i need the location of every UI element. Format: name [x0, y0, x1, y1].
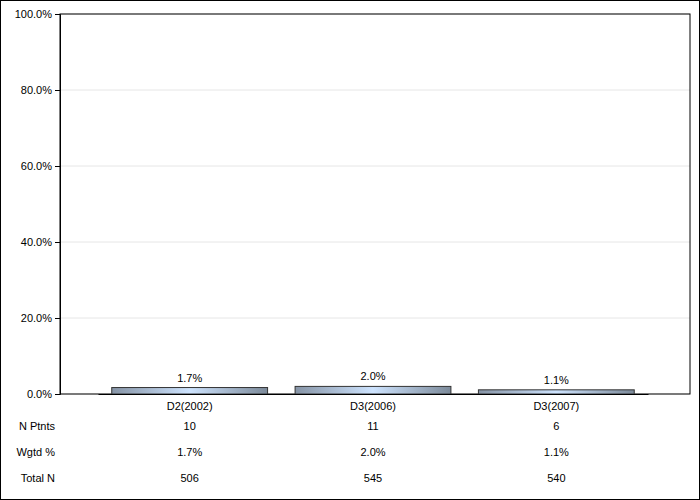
y-axis-line — [55, 15, 61, 395]
row-value: 1.7% — [177, 446, 202, 458]
x-tick: D2(2002) — [167, 394, 213, 412]
y-tick-mark — [55, 90, 60, 91]
grid — [60, 14, 690, 394]
data-label: 1.1% — [544, 374, 569, 386]
bar — [295, 386, 451, 394]
y-tick-label: 60.0% — [21, 160, 52, 172]
y-tick-label: 40.0% — [21, 236, 52, 248]
y-tick-label: 20.0% — [21, 312, 52, 324]
y-tick-mark — [55, 166, 60, 167]
y-tick-mark — [55, 14, 60, 15]
row-value: 506 — [180, 472, 198, 484]
x-tick-label: D3(2007) — [533, 400, 579, 412]
plot-frame — [60, 14, 690, 394]
bars — [112, 386, 635, 394]
chart: 0.0%20.0%40.0%60.0%80.0%100.0%1.7%2.0%1.… — [0, 0, 700, 500]
y-tick: 60.0% — [21, 160, 60, 172]
x-tick: D3(2006) — [350, 394, 396, 412]
data-labels: 1.7% 2.0% 1.1% — [177, 370, 569, 385]
y-tick-label: 80.0% — [21, 84, 52, 96]
row-value: 6 — [553, 420, 559, 432]
y-tick: 20.0% — [21, 312, 60, 324]
x-axis-line — [99, 394, 649, 395]
x-axis: D2(2002) D3(2006) D3(2007) — [99, 394, 649, 412]
row-label: N Ptnts — [19, 420, 56, 432]
y-tick-mark — [55, 242, 60, 243]
y-tick: 0.0% — [27, 388, 60, 400]
y-tick: 100.0% — [15, 8, 60, 20]
y-tick: 80.0% — [21, 84, 60, 96]
y-tick-label: 100.0% — [15, 8, 53, 20]
grid-line — [60, 318, 690, 319]
x-tick-label: D3(2006) — [350, 400, 396, 412]
row-value: 1.1% — [544, 446, 569, 458]
y-tick-mark — [55, 394, 60, 395]
summary-table: N Ptnts 10 11 6 Wgtd % 1.7% 2.0% 1.1% Total N 506… — [16, 420, 569, 484]
row-value: 11 — [367, 420, 378, 432]
row-label: Total N — [21, 472, 55, 484]
y-axis: 0.0% 20.0% 40.0% 60.0% 80.0% 100.0% — [15, 8, 61, 400]
row-value: 540 — [547, 472, 565, 484]
row-value: 545 — [364, 472, 382, 484]
grid-line — [60, 166, 690, 167]
outer-border — [1, 1, 700, 500]
x-tick: D3(2007) — [533, 394, 579, 412]
row-label: Wgtd % — [16, 446, 55, 458]
grid-line — [60, 242, 690, 243]
data-label: 1.7% — [177, 372, 202, 384]
row-value: 2.0% — [360, 446, 385, 458]
grid-line — [60, 90, 690, 91]
x-tick-label: D2(2002) — [167, 400, 213, 412]
bar — [478, 390, 634, 394]
data-label: 2.0% — [360, 370, 385, 382]
y-tick-mark — [55, 318, 60, 319]
bar — [112, 388, 268, 394]
y-tick-label: 0.0% — [27, 388, 52, 400]
y-tick: 40.0% — [21, 236, 60, 248]
row-value: 10 — [184, 420, 196, 432]
